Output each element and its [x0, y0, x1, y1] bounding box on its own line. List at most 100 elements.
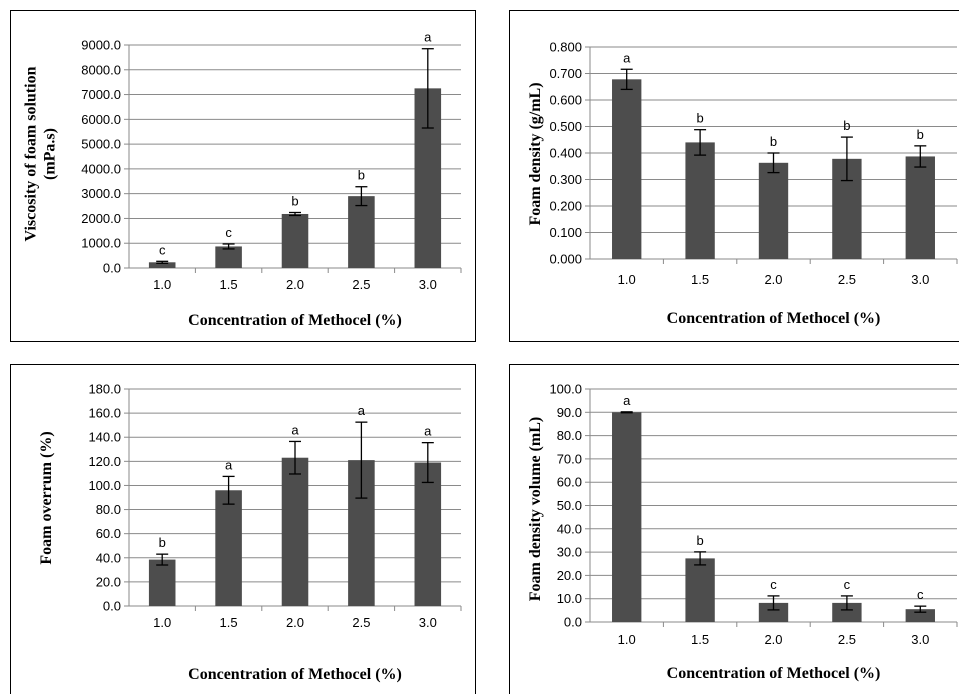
y-tick-label: 0.0	[103, 261, 121, 276]
y-tick-label: 80.0	[557, 428, 582, 443]
bar	[612, 79, 642, 259]
bar	[905, 609, 935, 622]
significance-letter: a	[291, 422, 299, 437]
y-tick-label: 120.0	[88, 454, 121, 469]
significance-letter: b	[159, 535, 166, 550]
significance-letter: c	[917, 587, 924, 602]
x-tick-label: 1.0	[618, 632, 636, 647]
y-axis-label: Viscosity of foam solution	[23, 66, 40, 241]
significance-letter: b	[291, 193, 298, 208]
y-tick-label: 0.800	[549, 40, 582, 55]
y-tick-label: 60.0	[557, 475, 582, 490]
significance-letter: a	[424, 30, 432, 45]
x-tick-label: 2.0	[764, 632, 782, 647]
y-tick-label: 1000.0	[81, 236, 121, 251]
viscosity-chart-panel: 0.0 1000.0 2000.0 3000.0 4000.0 5000.0 6000.0 7…	[10, 10, 476, 342]
bar	[832, 602, 862, 622]
y-tick-label: 3000.0	[81, 186, 121, 201]
x-axis-label: Concentration of Methocel (%)	[667, 665, 881, 682]
significance-letter: c	[159, 242, 166, 257]
x-tick-label: 1.5	[691, 272, 709, 287]
y-tick-label: 0.700	[549, 66, 582, 81]
y-tick-label: 6000.0	[81, 112, 121, 127]
y-axis-label: Foam overrum (%)	[38, 431, 55, 564]
bar	[685, 142, 715, 259]
y-tick-label: 2000.0	[81, 211, 121, 226]
x-tick-label: 1.0	[153, 277, 171, 292]
bar	[612, 412, 642, 622]
y-tick-label: 40.0	[557, 521, 582, 536]
x-tick-label: 1.0	[153, 615, 171, 630]
significance-letter: b	[770, 134, 777, 149]
foam-density-volume-chart-panel: 0.0 10.0 20.0 30.0 40.0 50.0 60.0 70.0 80.0 90.0 1…	[509, 364, 959, 694]
bar	[758, 602, 789, 622]
y-tick-label: 20.0	[96, 574, 121, 589]
significance-letter: a	[623, 393, 631, 408]
y-tick-label: 100.0	[549, 382, 582, 397]
significance-letter: a	[424, 424, 432, 439]
bar	[905, 156, 935, 259]
significance-letter: a	[623, 50, 631, 65]
x-tick-label: 2.5	[352, 277, 370, 292]
x-tick-label: 3.0	[911, 632, 929, 647]
y-axis-label: Foam density volume (mL)	[527, 417, 544, 601]
x-tick-label: 2.5	[838, 632, 856, 647]
x-tick-label: 2.0	[764, 272, 782, 287]
y-tick-label: 0.300	[549, 172, 582, 187]
y-tick-label: 0.600	[549, 93, 582, 108]
significance-letter: c	[770, 577, 777, 592]
significance-letter: a	[225, 457, 233, 472]
y-tick-label: 100.0	[88, 478, 121, 493]
x-tick-label: 2.0	[286, 615, 304, 630]
y-tick-label: 80.0	[96, 502, 121, 517]
y-tick-label: 0.400	[549, 146, 582, 161]
x-tick-label: 1.5	[220, 277, 238, 292]
x-tick-label: 3.0	[911, 272, 929, 287]
bar	[685, 558, 715, 622]
bar	[281, 457, 309, 606]
y-tick-label: 0.0	[103, 599, 121, 614]
bar	[215, 246, 242, 268]
y-tick-label: 4000.0	[81, 161, 121, 176]
x-tick-label: 3.0	[419, 277, 437, 292]
y-axis-label: (mPa.s)	[42, 128, 59, 180]
y-tick-label: 0.000	[549, 252, 582, 267]
significance-letter: c	[844, 577, 851, 592]
x-tick-label: 2.0	[286, 277, 304, 292]
x-tick-label: 1.5	[220, 615, 238, 630]
y-tick-label: 160.0	[88, 406, 121, 421]
bar	[281, 213, 309, 268]
y-tick-label: 180.0	[88, 382, 121, 397]
y-tick-label: 9000.0	[81, 38, 121, 53]
y-tick-label: 60.0	[96, 526, 121, 541]
y-tick-label: 10.0	[557, 591, 582, 606]
significance-letter: a	[358, 403, 366, 418]
bar	[758, 162, 789, 259]
bar	[414, 462, 442, 606]
viscosity-chart: 0.0 1000.0 2000.0 3000.0 4000.0 5000.0 6000.0 7…	[23, 30, 462, 329]
y-tick-label: 140.0	[88, 430, 121, 445]
y-tick-label: 8000.0	[81, 62, 121, 77]
y-tick-label: 20.0	[557, 568, 582, 583]
y-axis-label: Foam density (g/mL)	[527, 82, 544, 225]
x-tick-label: 1.0	[618, 272, 636, 287]
y-tick-label: 0.100	[549, 225, 582, 240]
x-axis-label: Concentration of Methocel (%)	[188, 312, 402, 329]
y-tick-label: 0.200	[549, 199, 582, 214]
bar	[215, 490, 242, 606]
y-tick-label: 7000.0	[81, 87, 121, 102]
significance-letter: c	[225, 225, 232, 240]
bar	[348, 196, 375, 268]
significance-letter: b	[917, 127, 924, 142]
y-tick-label: 90.0	[557, 405, 582, 420]
y-tick-label: 30.0	[557, 545, 582, 560]
x-tick-label: 2.5	[352, 615, 370, 630]
foam-density-volume-chart: 0.0 10.0 20.0 30.0 40.0 50.0 60.0 70.0 80.0 90.0 1…	[527, 382, 958, 682]
foam-overrum-chart: 0.0 20.0 40.0 60.0 80.0 100.0 120.0 140.0 160.0 1…	[38, 382, 462, 683]
y-tick-label: 50.0	[557, 498, 582, 513]
significance-letter: b	[696, 111, 703, 126]
foam-density-chart-panel: 0.000 0.100 0.200 0.300 0.400 0.500 0.600 0.700…	[509, 10, 959, 342]
y-tick-label: 40.0	[96, 550, 121, 565]
x-tick-label: 2.5	[838, 272, 856, 287]
significance-letter: b	[843, 118, 850, 133]
